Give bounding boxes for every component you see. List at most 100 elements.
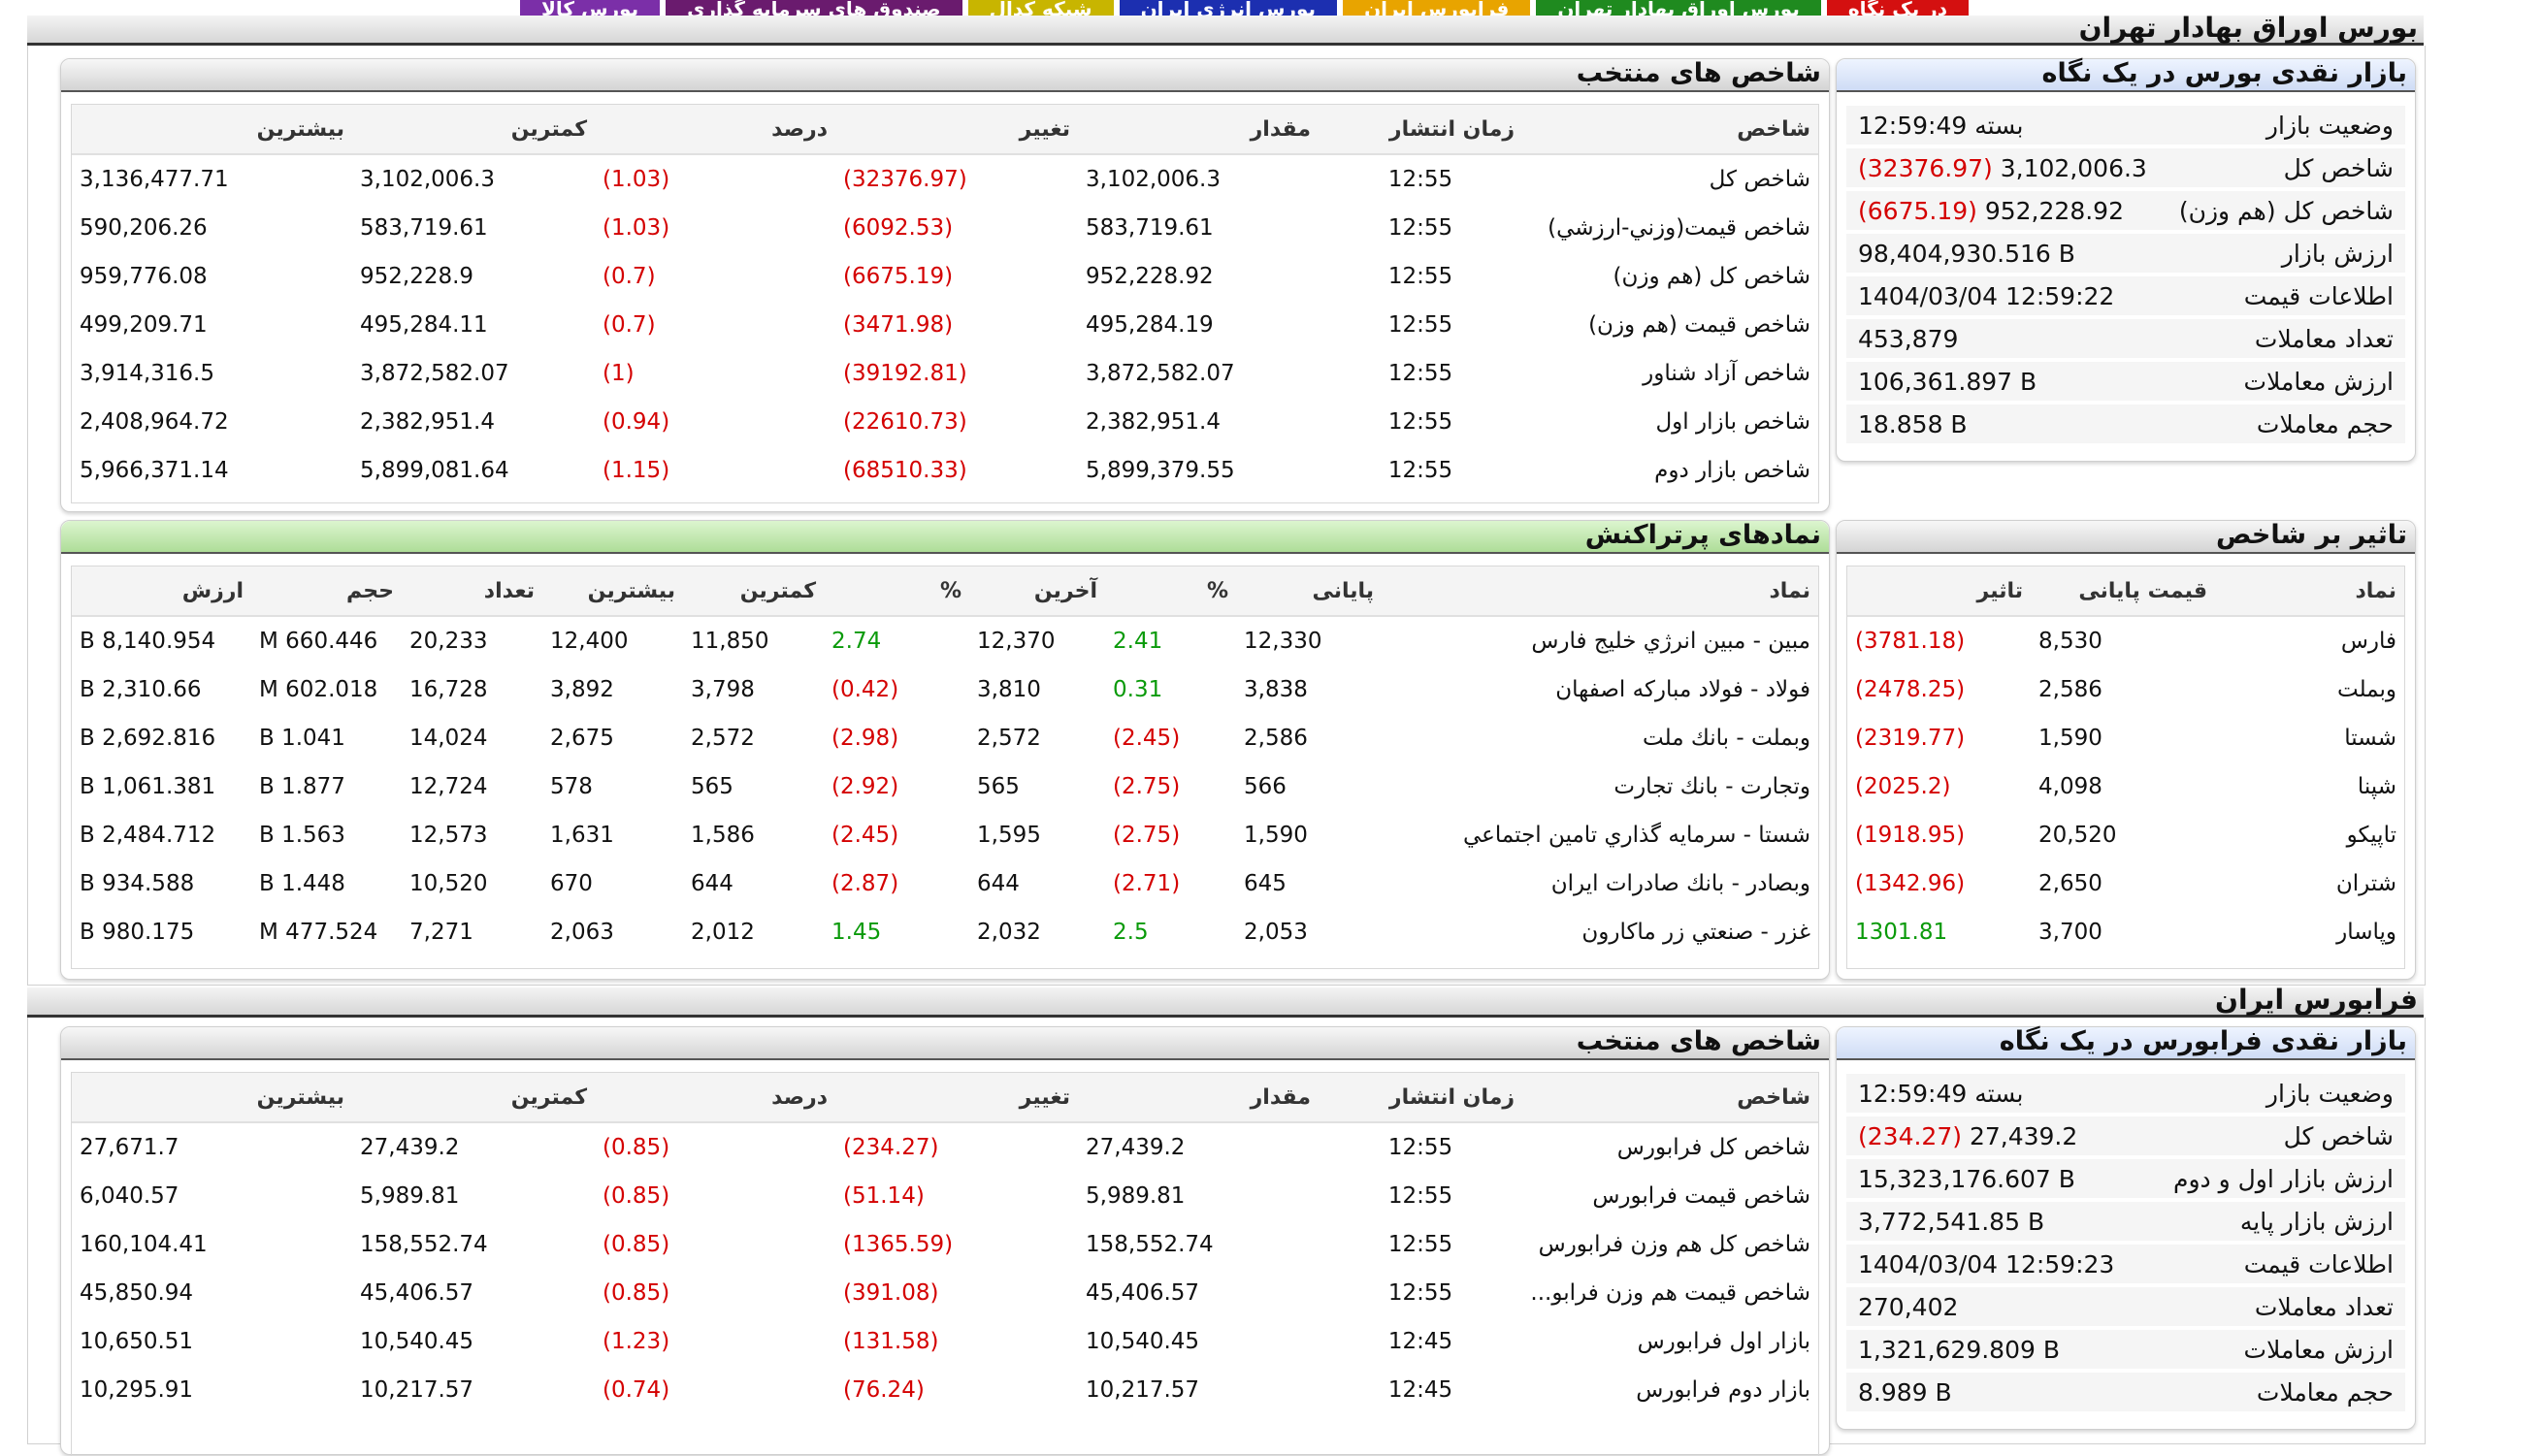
- table-row[interactable]: شاخص قیمت (هم وزن) 12:55 495,284.19 (3471.9…: [72, 301, 1818, 349]
- table-row[interactable]: شاخص آزاد شناور 12:55 3,872,582.07 (39192.8…: [72, 349, 1818, 398]
- column-header[interactable]: زمان انتشار: [1319, 105, 1522, 155]
- column-header[interactable]: زمان انتشار: [1319, 1073, 1522, 1123]
- column-header[interactable]: بیشترین: [542, 566, 683, 617]
- table-cell: 12:55: [1387, 1280, 1453, 1306]
- column-header[interactable]: تغییر: [835, 105, 1078, 155]
- table-row[interactable]: فارس 8,530 (3781.18): [1847, 616, 2404, 665]
- table-cell: 16,728: [409, 677, 488, 702]
- tab-1[interactable]: صندوق های سرمایه گذاری: [666, 0, 962, 19]
- table-row[interactable]: شپنا 4,098 (2025.2): [1847, 762, 2404, 811]
- tab-4[interactable]: فرابورس ایران: [1343, 0, 1531, 19]
- table-cell: 477.524 M: [259, 920, 378, 945]
- glance-value-text: 15,323,176.607 B: [1858, 1164, 2075, 1193]
- table-cell: 12:55: [1387, 1232, 1453, 1257]
- tab-2[interactable]: شبکه کدال: [967, 0, 1114, 19]
- column-header[interactable]: %: [1105, 566, 1236, 617]
- tab-0[interactable]: بورس کالا: [520, 0, 661, 19]
- table-row[interactable]: شاخص قیمت(وزني-ارزشي) 12:55 583,719.61 (609…: [72, 204, 1818, 252]
- table-row[interactable]: شاخص كل فرابورس 12:55 27,439.2 (234.27) (0.8…: [72, 1122, 1818, 1172]
- market-tabs: بورس کالا صندوق های سرمایه گذاری شبکه کدال…: [514, 0, 1969, 19]
- glance-label: ارزش معاملات: [2135, 1330, 2405, 1369]
- glance-value: 106,361.897 B: [1846, 362, 2148, 401]
- table-cell: 1.041 B: [259, 726, 345, 751]
- column-header[interactable]: قیمت پایانی: [2031, 566, 2215, 617]
- table-row[interactable]: شستا 1,590 (2319.77): [1847, 714, 2404, 762]
- table-row[interactable]: شاخص كل هم وزن فرابورس 12:55 158,552.74 (13…: [72, 1220, 1818, 1269]
- table-row[interactable]: شاخص بازار اول 12:55 2,382,951.4 (22610.73)…: [72, 398, 1818, 446]
- table-row[interactable]: وبصادر - بانك صادرات ايران 645 (2.71) 644 (2…: [72, 859, 1818, 908]
- column-header[interactable]: درصد: [595, 1073, 835, 1123]
- table-row[interactable]: وبملت 2,586 (2478.25): [1847, 665, 2404, 714]
- table-row[interactable]: وتجارت - بانك تجارت 566 (2.75) 565 (2.92) 565…: [72, 762, 1818, 811]
- column-header[interactable]: کمترین: [352, 105, 595, 155]
- table-cell: 2,692.816 B: [80, 726, 216, 751]
- column-header[interactable]: بیشترین: [72, 1073, 352, 1123]
- tab-6[interactable]: در یک نگاه: [1826, 0, 1969, 19]
- table-cell: (131.58): [843, 1329, 939, 1354]
- table-row[interactable]: مبین - مبين انرژي خليج فارس 12,330 2.41 12,…: [72, 616, 1818, 665]
- column-header[interactable]: کمترین: [683, 566, 824, 617]
- table-cell: شاخص بازار اول: [1655, 409, 1810, 435]
- glance-value: 1404/03/04 12:59:22: [1846, 276, 2148, 315]
- column-header[interactable]: تاثیر: [1847, 566, 2031, 617]
- table-cell: (1.03): [603, 167, 670, 192]
- column-header[interactable]: تعداد: [402, 566, 542, 617]
- table-row[interactable]: غزر - صنعتي زر ماكارون 2,053 2.5 2,032 1.45 2…: [72, 908, 1818, 956]
- table-row[interactable]: شاخص بازار دوم 12:55 5,899,379.55 (68510.33…: [72, 446, 1818, 495]
- glance-value-text: 8.989 B: [1858, 1377, 1952, 1407]
- table-cell: 5,966,371.14: [80, 458, 229, 483]
- glance-label: ارزش بازار: [2147, 234, 2405, 273]
- header-row: نماد قیمت پایانی تاثیر: [1847, 566, 2404, 617]
- table-cell: 2,408,964.72: [80, 409, 229, 435]
- table-cell: 12:55: [1387, 458, 1453, 483]
- table-row[interactable]: شستا - سرمايه گذاري تامين اجتماعي 1,590 (2…: [72, 811, 1818, 859]
- table-cell: 12,724: [409, 774, 488, 799]
- glance-value: 15,323,176.607 B: [1846, 1159, 2135, 1198]
- table-cell: فارس: [2340, 629, 2396, 654]
- glance-label: حجم معاملات: [2147, 404, 2405, 443]
- glance-value-text: 1404/03/04 12:59:22: [1858, 281, 2115, 310]
- column-header[interactable]: %: [824, 566, 969, 617]
- column-header[interactable]: مقدار: [1078, 1073, 1319, 1123]
- column-header[interactable]: شاخص: [1522, 1073, 1818, 1123]
- table-row[interactable]: شاخص كل (هم وزن) 12:55 952,228.92 (6675.19)…: [72, 252, 1818, 301]
- table-row[interactable]: شاخص کل 12:55 3,102,006.3 (32376.97) (1.03) 3…: [72, 154, 1818, 204]
- table-row[interactable]: بازار اول فرابورس 12:45 10,540.45 (131.58) (…: [72, 1317, 1818, 1366]
- glance-value-text: 106,361.897 B: [1858, 367, 2037, 396]
- column-header[interactable]: کمترین: [352, 1073, 595, 1123]
- table-cell: 5,899,379.55: [1086, 458, 1235, 483]
- table-cell: (1): [603, 361, 635, 386]
- table-cell: 2.74: [831, 629, 882, 654]
- column-header[interactable]: پایانی: [1236, 566, 1382, 617]
- column-header[interactable]: مقدار: [1078, 105, 1319, 155]
- column-header[interactable]: نماد: [2215, 566, 2404, 617]
- column-header[interactable]: نماد: [1382, 566, 1818, 617]
- tab-5[interactable]: بورس اوراق بهادار تهران: [1536, 0, 1821, 19]
- column-header[interactable]: تغییر: [835, 1073, 1078, 1123]
- table-row[interactable]: فولاد - فولاد مباركه اصفهان 3,838 0.31 3,81…: [72, 665, 1818, 714]
- table-cell: 14,024: [409, 726, 488, 751]
- tab-3[interactable]: بورس انرژی ایران: [1119, 0, 1338, 19]
- section-title: بورس اوراق بهادار تهران: [2078, 12, 2418, 44]
- table-cell: 20,233: [409, 629, 488, 654]
- table-row[interactable]: وپاسار 3,700 1301.81: [1847, 908, 2404, 956]
- table-row[interactable]: تاپیکو 20,520 (1918.95): [1847, 811, 2404, 859]
- panel-header: شاخص های منتخب: [61, 58, 1829, 92]
- table-cell: 45,406.57: [1086, 1280, 1200, 1306]
- column-header[interactable]: شاخص: [1522, 105, 1818, 155]
- table-row[interactable]: شاخص قيمت هم وزن فرابو... 12:55 45,406.57 (…: [72, 1269, 1818, 1317]
- column-header[interactable]: آخرین: [969, 566, 1105, 617]
- table-row[interactable]: بازار دوم فرابورس 12:45 10,217.57 (76.24) (0…: [72, 1366, 1818, 1414]
- table-row[interactable]: شاخص قيمت فرابورس 12:55 5,989.81 (51.14) (0.…: [72, 1172, 1818, 1220]
- header-row: نماد پایانی% آخرین% کمترین بیشترین تعداد حجم ار…: [72, 566, 1818, 617]
- table-row[interactable]: شتران 2,650 (1342.96): [1847, 859, 2404, 908]
- panel-header: بازار نقدی بورس در یک نگاه: [1837, 58, 2415, 92]
- table-cell: 590,206.26: [80, 215, 208, 241]
- table-row[interactable]: وبملت - بانك ملت 2,586 (2.45) 2,572 (2.98) 2,…: [72, 714, 1818, 762]
- column-header[interactable]: درصد: [595, 105, 835, 155]
- column-header[interactable]: حجم: [251, 566, 402, 617]
- table-cell: 934.588 B: [80, 871, 195, 896]
- column-header[interactable]: بیشترین: [72, 105, 352, 155]
- column-header[interactable]: ارزش: [72, 566, 251, 617]
- table-cell: بازار اول فرابورس: [1637, 1329, 1810, 1354]
